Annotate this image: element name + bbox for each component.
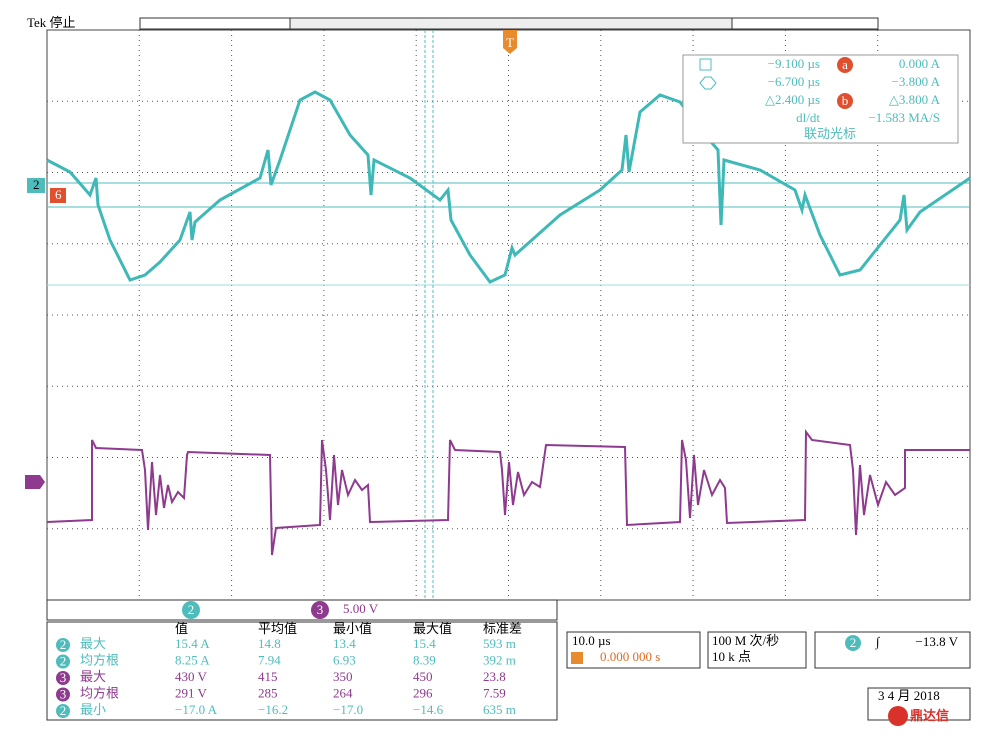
trigger-marker-bg <box>503 30 517 54</box>
cursor-value: 0.000 A <box>899 56 941 71</box>
cursor-time: △2.400 µs <box>765 92 820 107</box>
measurement-cell: 7.59 <box>483 685 506 700</box>
cursor-time: dl/dt <box>796 110 820 125</box>
measurement-cell: 8.25 A <box>175 652 210 667</box>
measurement-header: 平均值 <box>258 621 297 636</box>
record-window <box>289 17 733 30</box>
scale-channel: 2 <box>188 602 195 617</box>
trigger-box <box>814 631 971 669</box>
sample-rate: 100 M 次/秒 <box>712 633 779 648</box>
measurement-name: 最大 <box>80 636 106 651</box>
status: Tek 停止 <box>27 15 76 30</box>
measurement-cell: −17.0 <box>333 702 363 717</box>
measurement-cell: 23.8 <box>483 669 506 684</box>
measurement-cell: 6.93 <box>333 652 356 667</box>
watermark-logo <box>888 706 908 726</box>
measurement-channel: 2 <box>60 637 67 652</box>
channel-3-waveform <box>46 429 970 556</box>
cursor-icon <box>699 76 717 90</box>
measurement-cell: 430 V <box>175 669 208 684</box>
measurement-header: 最小值 <box>333 621 372 636</box>
channel-2-waveform <box>46 90 971 284</box>
timebase-scale: 10.0 µs <box>572 633 611 648</box>
measurement-channel: 2 <box>60 703 67 718</box>
date-box <box>867 687 971 721</box>
cursor-readout <box>682 54 959 144</box>
measurement-header: 值 <box>175 621 188 636</box>
measurement-panel <box>46 621 558 721</box>
measurement-name: 均方根 <box>80 685 119 700</box>
scale-bar <box>46 599 558 621</box>
measurement-cell: 296 <box>413 685 433 700</box>
measurement-cell: 7.94 <box>258 652 281 667</box>
measurement-channel: 2 <box>60 653 67 668</box>
measurement-name: 最大 <box>80 669 106 684</box>
cursor-badge-label: a <box>842 57 848 72</box>
measurement-channel: 3 <box>60 670 67 685</box>
measurement-cell: −17.0 A <box>175 702 218 717</box>
measurement-cell: 285 <box>258 685 278 700</box>
measurement-badge <box>56 638 70 652</box>
measurement-cell: 14.8 <box>258 636 281 651</box>
scale-channel: 3 <box>317 602 324 617</box>
measurement-cell: 593 m <box>483 636 516 651</box>
channel-marker-bg <box>27 178 45 193</box>
cursor-time: −6.700 µs <box>768 74 820 89</box>
cursor-footer: 联动光标 <box>804 126 856 141</box>
date: 3 4 月 2018 <box>878 688 940 703</box>
measurement-badge <box>56 704 70 718</box>
cursor-value: △3.800 A <box>889 92 941 107</box>
watermark: 鼎达信 <box>910 708 949 723</box>
trigger-level: −13.8 V <box>916 634 959 649</box>
measurement-cell: 264 <box>333 685 353 700</box>
cursor-badge <box>837 93 853 109</box>
scale-badge <box>311 601 329 619</box>
cursor-badge <box>837 57 853 73</box>
measurement-cell: 8.39 <box>413 652 436 667</box>
measurement-cell: 15.4 <box>413 636 436 651</box>
ref-marker: 6 <box>55 187 62 202</box>
measurement-header: 最大值 <box>413 621 452 636</box>
position-icon <box>571 652 583 664</box>
measurement-cell: 291 V <box>175 685 208 700</box>
measurement-cell: 350 <box>333 669 353 684</box>
measurement-cell: −14.6 <box>413 702 444 717</box>
measurement-cell: 415 <box>258 669 278 684</box>
ref-marker-bg <box>50 188 66 203</box>
cursor-value: −3.800 A <box>891 74 940 89</box>
measurement-badge <box>56 671 70 685</box>
measurement-cell: 450 <box>413 669 433 684</box>
scale-value: 5.00 V <box>343 601 379 616</box>
acquisition-box <box>707 631 807 669</box>
trigger-channel: 2 <box>850 635 857 650</box>
cursor-badge-label: b <box>842 93 849 108</box>
measurement-cell: 13.4 <box>333 636 356 651</box>
record-length: 10 k 点 <box>712 649 751 664</box>
measurement-channel: 3 <box>60 686 67 701</box>
measurement-cell: 15.4 A <box>175 636 210 651</box>
measurement-cell: 392 m <box>483 652 516 667</box>
measurement-badge <box>56 654 70 669</box>
trigger-badge <box>845 635 861 651</box>
measurement-name: 均方根 <box>80 652 119 667</box>
cursor-value: −1.583 MA/S <box>868 110 940 125</box>
measurement-cell: 635 m <box>483 702 516 717</box>
ch3-marker <box>25 475 45 489</box>
scale-badge <box>182 601 200 619</box>
measurement-name: 最小 <box>80 702 106 717</box>
measurement-badge <box>56 687 70 702</box>
cursor-icon <box>699 58 712 71</box>
timebase-box <box>566 631 701 669</box>
measurement-header: 标准差 <box>483 621 522 636</box>
trigger-marker: T <box>506 35 514 50</box>
channel-marker: 2 <box>33 177 40 192</box>
timebase-position: 0.000 000 s <box>600 649 660 664</box>
measurement-cell: −16.2 <box>258 702 288 717</box>
trigger-slope: ∫ <box>875 634 881 650</box>
cursor-time: −9.100 µs <box>768 56 820 71</box>
